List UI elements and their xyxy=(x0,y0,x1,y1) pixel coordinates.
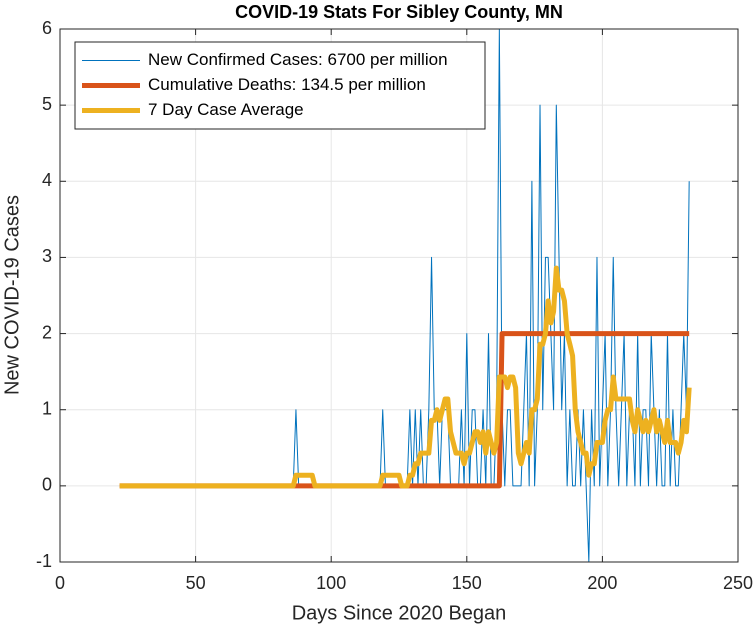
y-tick-label: 0 xyxy=(42,475,52,495)
x-tick-label: 200 xyxy=(587,573,617,593)
y-tick-label: -1 xyxy=(36,551,52,571)
x-tick-label: 100 xyxy=(316,573,346,593)
y-tick-label: 6 xyxy=(42,18,52,38)
plot-frame xyxy=(59,28,739,563)
y-tick-label: 1 xyxy=(42,398,52,418)
chart-title: COVID-19 Stats For Sibley County, MN xyxy=(235,2,563,22)
legend-label: New Confirmed Cases: 6700 per million xyxy=(148,50,448,69)
y-tick-label: 3 xyxy=(42,246,52,266)
y-tick-label: 5 xyxy=(42,94,52,114)
y-axis-label: New COVID-19 Cases xyxy=(1,195,23,395)
y-tick-label: 4 xyxy=(42,170,52,190)
x-tick-label: 0 xyxy=(55,573,65,593)
data-line xyxy=(119,265,692,489)
legend-label: 7 Day Case Average xyxy=(148,100,304,119)
legend-label: Cumulative Deaths: 134.5 per million xyxy=(148,75,426,94)
x-axis-label: Days Since 2020 Began xyxy=(292,602,507,624)
legend-box xyxy=(74,41,486,130)
x-tick-label: 50 xyxy=(186,573,206,593)
y-tick-label: 2 xyxy=(42,322,52,342)
x-tick-label: 250 xyxy=(723,573,753,593)
x-tick-label: 150 xyxy=(452,573,482,593)
